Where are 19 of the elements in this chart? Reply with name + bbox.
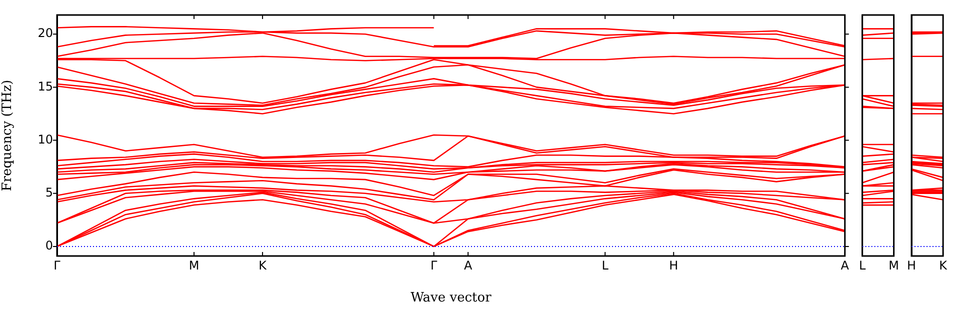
x-tick-label: M (888, 258, 900, 272)
x-axis-title: Wave vector (410, 290, 492, 306)
y-tick-label: 5 (45, 185, 53, 200)
x-tick-label: A (840, 258, 850, 272)
y-tick-label: 0 (45, 238, 53, 253)
x-tick-label: H (906, 258, 916, 272)
x-tick-label: L (602, 258, 609, 272)
x-tick-label: K (258, 258, 268, 272)
x-tick-label: H (669, 258, 678, 272)
x-tick-label: K (939, 258, 948, 272)
x-tick-label: Γ (430, 258, 438, 272)
x-tick-label: Γ (54, 258, 61, 272)
x-tick-label: M (188, 258, 200, 272)
y-tick-label: 20 (38, 26, 53, 40)
y-tick-label: 15 (38, 79, 53, 94)
x-tick-label: A (464, 258, 473, 272)
y-tick-label: 10 (38, 132, 53, 146)
x-tick-label: L (859, 258, 866, 272)
y-axis-title: Frequency (THz) (0, 80, 16, 192)
